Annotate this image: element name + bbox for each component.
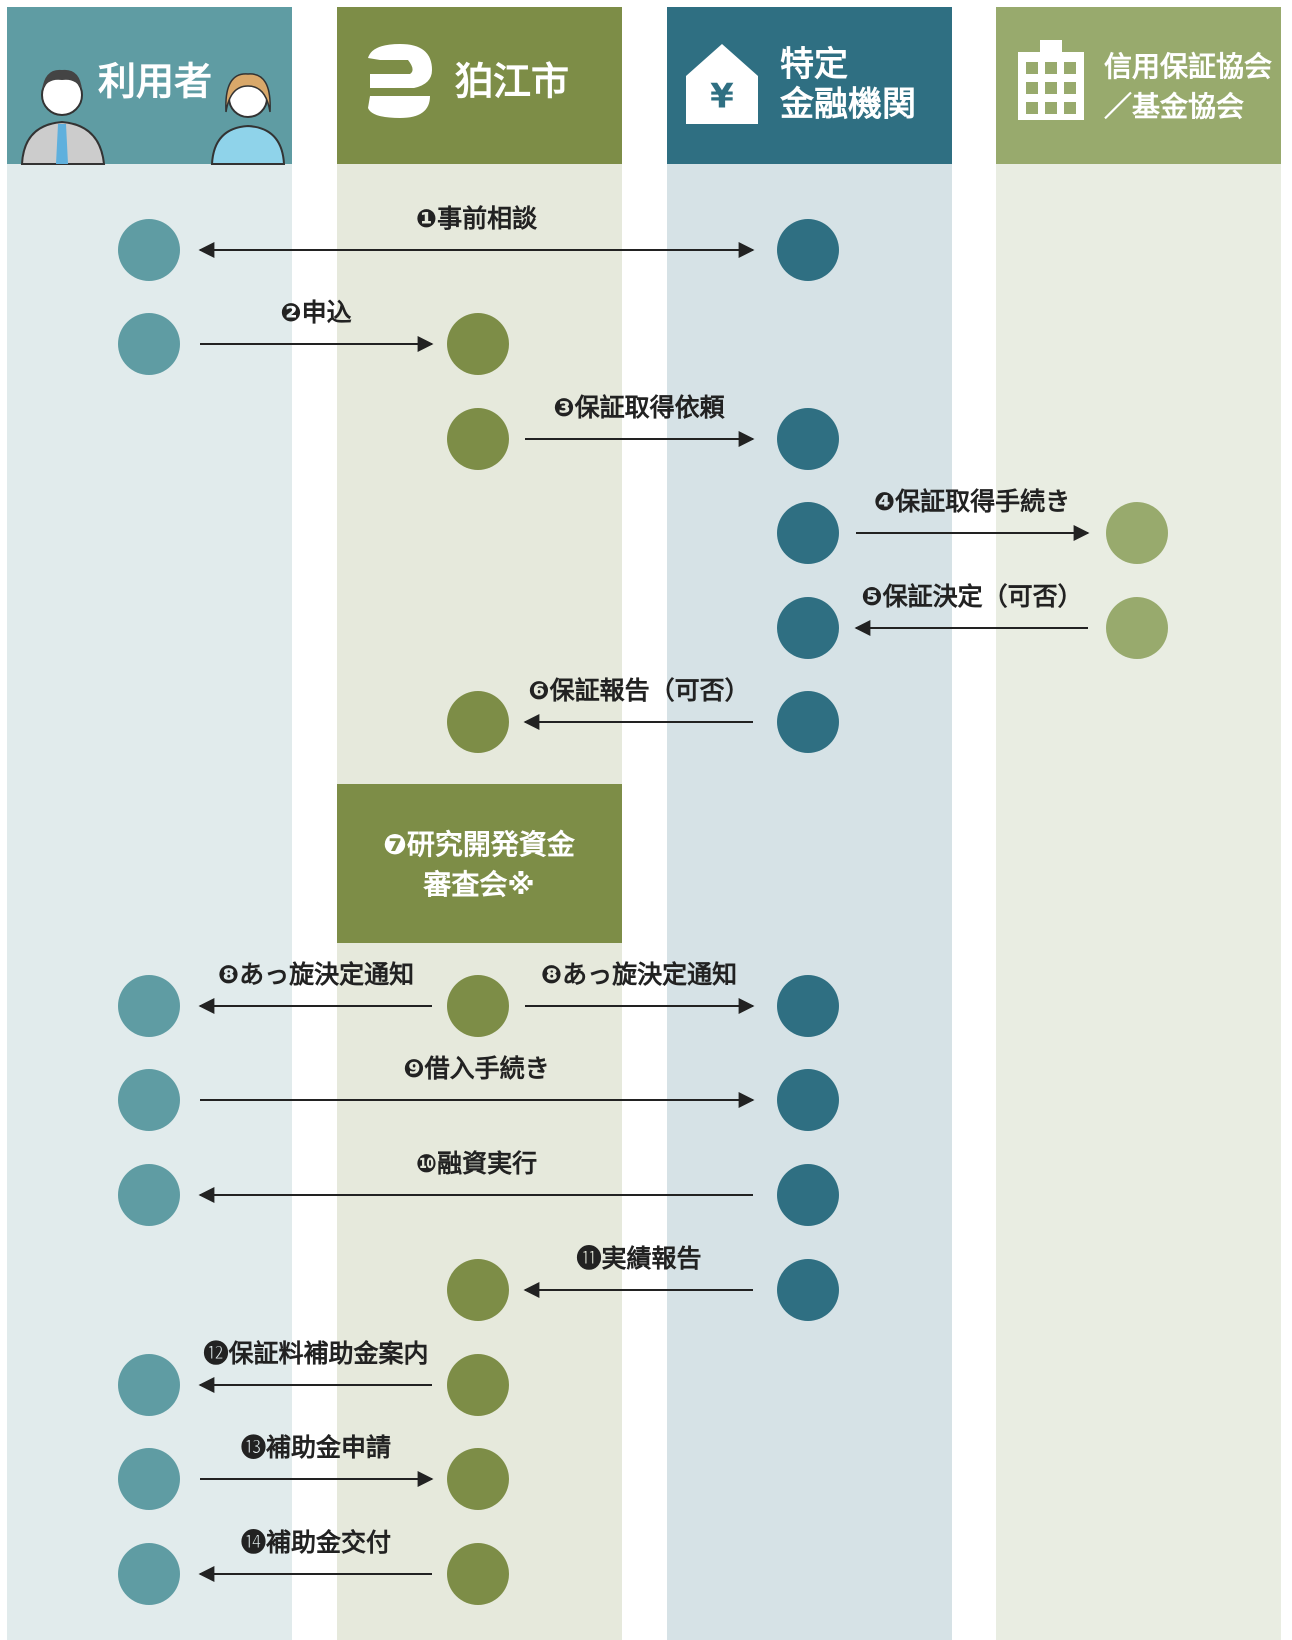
lane-node bbox=[118, 1069, 180, 1131]
lane-node bbox=[118, 975, 180, 1037]
step-label: ⓫実績報告 bbox=[576, 1244, 701, 1273]
step-label: ⓭補助金申請 bbox=[241, 1433, 391, 1462]
step-label: ⓬保証料補助金案内 bbox=[203, 1339, 428, 1368]
lane-node bbox=[1106, 597, 1168, 659]
lane-title: 金融機関 bbox=[779, 85, 916, 125]
step-label: ❺保証決定（可否） bbox=[861, 582, 1082, 611]
city-logo bbox=[368, 44, 432, 118]
lane-title: 特定 bbox=[780, 45, 848, 85]
step-label: ⓮補助金交付 bbox=[241, 1528, 391, 1557]
review-box bbox=[337, 784, 622, 943]
lane-node bbox=[447, 1259, 509, 1321]
lane-node bbox=[118, 313, 180, 375]
lane-node bbox=[777, 408, 839, 470]
lane-title: 狛江市 bbox=[455, 60, 569, 104]
lane-node bbox=[447, 1354, 509, 1416]
step-label: ❸保証取得依頼 bbox=[553, 393, 725, 422]
review-label: ❼研究開発資金 bbox=[383, 828, 576, 861]
lane-node bbox=[118, 1543, 180, 1605]
step-label: ❽あっ旋決定通知 bbox=[218, 960, 414, 989]
step-label: ❷申込 bbox=[280, 298, 351, 327]
review-label: 審査会※ bbox=[422, 868, 534, 901]
lane-node bbox=[777, 219, 839, 281]
step-label: ❾借入手続き bbox=[403, 1054, 549, 1083]
step-label: ❹保証取得手続き bbox=[874, 487, 1070, 516]
lane-title: 利用者 bbox=[98, 60, 212, 104]
lane-node bbox=[447, 1448, 509, 1510]
lane-node bbox=[447, 1543, 509, 1605]
lane-node bbox=[777, 1164, 839, 1226]
lane-node bbox=[447, 975, 509, 1037]
step-label: ❻保証報告（可否） bbox=[528, 676, 749, 705]
lane-node bbox=[447, 313, 509, 375]
lane-body bbox=[7, 164, 292, 1640]
building-icon bbox=[1018, 40, 1084, 120]
lane-node bbox=[777, 1069, 839, 1131]
lane-node bbox=[118, 1164, 180, 1226]
lane-node bbox=[777, 502, 839, 564]
lane-node bbox=[777, 597, 839, 659]
lane-node bbox=[447, 691, 509, 753]
step-label: ❿融資実行 bbox=[416, 1149, 537, 1178]
lane-node bbox=[118, 1354, 180, 1416]
lane-node bbox=[777, 1259, 839, 1321]
yen: ¥ bbox=[710, 77, 734, 117]
step-label: ❶事前相談 bbox=[416, 204, 538, 233]
person-icons bbox=[20, 69, 286, 165]
lane-node bbox=[777, 975, 839, 1037]
step-label: ❽あっ旋決定通知 bbox=[541, 960, 737, 989]
lane-node bbox=[118, 219, 180, 281]
lane-title: ／基金協会 bbox=[1104, 90, 1244, 123]
lane-body bbox=[667, 164, 952, 1640]
bank-icon: ¥ bbox=[686, 44, 758, 124]
lane-node bbox=[447, 408, 509, 470]
lane-title: 信用保証協会 bbox=[1104, 50, 1272, 83]
lane-node bbox=[1106, 502, 1168, 564]
lane-node bbox=[118, 1448, 180, 1510]
lane-body bbox=[996, 164, 1281, 1640]
lane-node bbox=[777, 691, 839, 753]
